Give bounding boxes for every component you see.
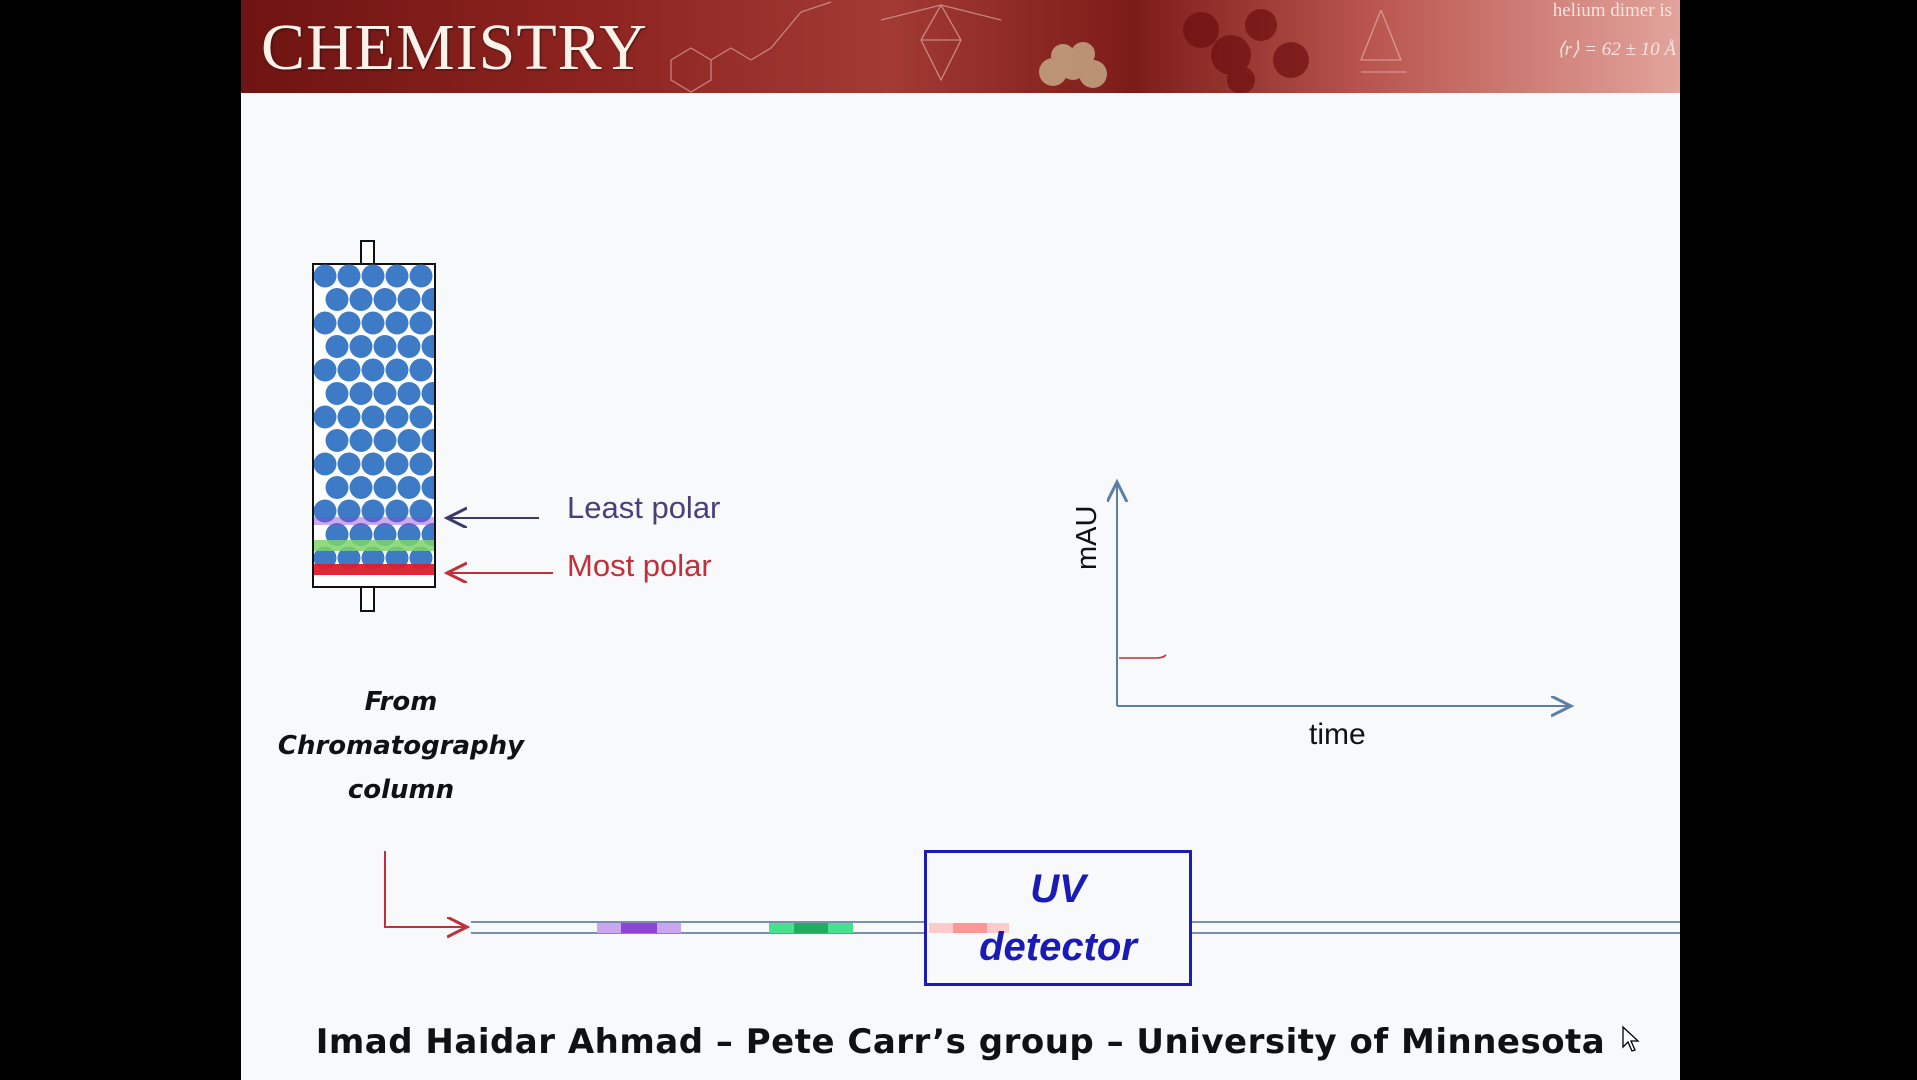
bead [314, 311, 337, 335]
bead [314, 452, 337, 476]
bead [385, 264, 409, 288]
bead [409, 546, 433, 570]
bead [385, 358, 409, 382]
band-least-polar [314, 517, 434, 525]
bead [337, 546, 361, 570]
banner-title: CHEMISTRY [261, 11, 648, 84]
bead [314, 405, 337, 429]
banner-formula: ⟨r⟩ = 62 ± 10 Å [1557, 39, 1676, 60]
caption-line: column [347, 775, 455, 805]
chemistry-banner: CHEMISTRY helium dimer is ⟨r⟩ = 62 ± 10 … [241, 0, 1680, 93]
diagram-canvas [312, 240, 1680, 1080]
author-credit: Imad Haidar Ahmad – Pete Carr’s group – … [315, 1022, 1606, 1062]
bead [314, 264, 337, 288]
bead [337, 452, 361, 476]
bead [373, 476, 397, 499]
bead [397, 335, 421, 358]
bead [349, 288, 373, 311]
bead [385, 499, 409, 523]
bead [361, 546, 385, 570]
bead [325, 382, 349, 405]
bead [397, 429, 421, 452]
bead [397, 288, 421, 311]
bead [337, 405, 361, 429]
chromatography-column [312, 240, 436, 612]
bead [373, 382, 397, 405]
bead [361, 358, 385, 382]
bead [361, 499, 385, 523]
banner-decoration [670, 1, 1406, 93]
flow-arrow [384, 851, 467, 927]
bead [409, 405, 433, 429]
bead [385, 546, 409, 570]
bead [361, 264, 385, 288]
bead [421, 335, 434, 358]
bead [361, 452, 385, 476]
bead [397, 476, 421, 499]
green-analyte-band [769, 923, 853, 933]
bead [385, 311, 409, 335]
bead [337, 358, 361, 382]
slide: CHEMISTRY helium dimer is ⟨r⟩ = 62 ± 10 … [241, 0, 1680, 1080]
bead [385, 405, 409, 429]
bead [337, 499, 361, 523]
bead [361, 311, 385, 335]
bead [314, 546, 337, 570]
bead [373, 288, 397, 311]
bead [349, 382, 373, 405]
bead [325, 476, 349, 499]
bead [421, 476, 434, 499]
mouse-cursor-icon [1622, 1025, 1640, 1052]
band-mid-polar [314, 540, 434, 551]
detector-signal-trace [1119, 654, 1167, 659]
bead [373, 429, 397, 452]
bead [397, 382, 421, 405]
bead [325, 335, 349, 358]
band-most-polar [314, 564, 434, 575]
column-caption: From Chromatography column [241, 680, 561, 812]
banner-note: helium dimer is [1552, 0, 1672, 21]
x-axis-label: time [1309, 718, 1366, 751]
y-axis-label: mAU [1071, 505, 1103, 570]
most-polar-label: Most polar [567, 548, 712, 583]
caption-line: From [364, 687, 438, 717]
bead [349, 335, 373, 358]
bead [421, 429, 434, 452]
bead [325, 429, 349, 452]
purple-analyte-band [597, 923, 681, 933]
detector-label-line1: UV [1030, 867, 1086, 911]
bead [361, 405, 385, 429]
bead [337, 311, 361, 335]
bead [409, 452, 433, 476]
bead [421, 288, 434, 311]
bead [409, 358, 433, 382]
bead [409, 499, 433, 523]
caption-line: Chromatography [277, 731, 525, 761]
bead [421, 382, 434, 405]
bead [314, 499, 337, 523]
bead [325, 288, 349, 311]
bead [349, 476, 373, 499]
bead [314, 358, 337, 382]
bead [373, 335, 397, 358]
bead [409, 311, 433, 335]
red-analyte-band [929, 923, 1009, 933]
detector-label-line2: detector [979, 925, 1137, 969]
bead [337, 264, 361, 288]
bead [349, 429, 373, 452]
least-polar-label: Least polar [567, 490, 721, 525]
bead [409, 264, 433, 288]
uv-detector-box: UV detector [924, 850, 1192, 986]
bead [385, 452, 409, 476]
